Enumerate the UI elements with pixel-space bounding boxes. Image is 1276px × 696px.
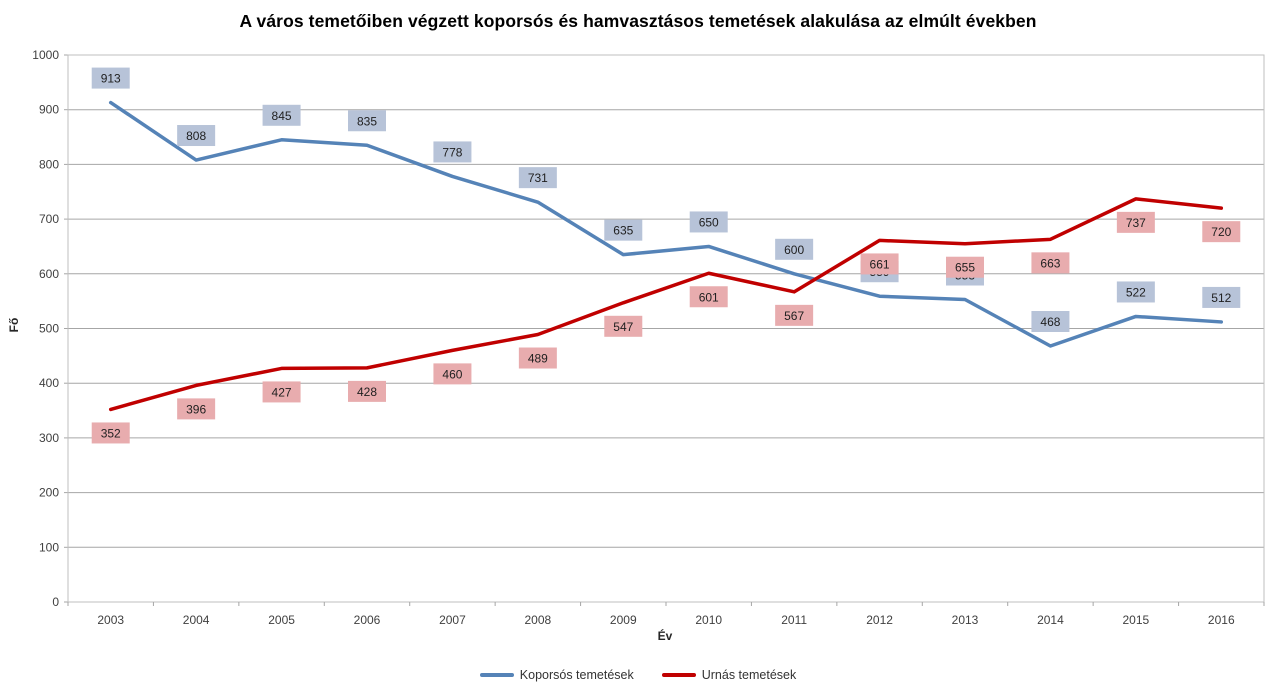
chart-title: A város temetőiben végzett koporsós és h…	[239, 11, 1037, 31]
data-label-box-1-2005	[262, 381, 301, 403]
data-label-box-1-2015	[1116, 211, 1155, 233]
y-tick-label-0: 0	[52, 595, 59, 609]
data-label-box-1-2011	[775, 304, 814, 326]
legend-label-koporsos: Koporsós temetések	[519, 668, 634, 682]
data-label-0-2004: 808	[186, 129, 206, 143]
data-label-box-1-2003	[91, 422, 130, 444]
data-label-0-2010: 650	[699, 215, 719, 229]
data-label-0-2006: 835	[357, 114, 377, 128]
x-tick-label-2012: 2012	[866, 613, 893, 627]
y-tick-label-1000: 1000	[32, 48, 59, 62]
y-tick-label-900: 900	[39, 103, 59, 117]
data-label-1-2003: 352	[101, 426, 121, 440]
legend-item-urnas: Urnás temetések	[661, 668, 797, 682]
legend-label-urnas: Urnás temetések	[701, 668, 797, 682]
data-label-1-2014: 663	[1040, 256, 1060, 270]
y-tick-label-400: 400	[39, 376, 59, 390]
data-label-0-2005: 845	[272, 109, 292, 123]
data-label-1-2008: 489	[528, 352, 548, 366]
x-tick-label-2006: 2006	[354, 613, 381, 627]
data-label-0-2011: 600	[784, 243, 804, 257]
data-label-1-2010: 601	[699, 290, 719, 304]
x-tick-label-2016: 2016	[1208, 613, 1235, 627]
x-axis-title: Év	[657, 629, 673, 643]
data-label-box-0-2005	[262, 104, 301, 126]
y-tick-label-600: 600	[39, 267, 59, 281]
data-label-0-2014: 468	[1040, 315, 1060, 329]
data-label-box-0-2007	[433, 141, 472, 163]
data-label-box-1-2008	[518, 347, 557, 369]
data-label-1-2013: 655	[955, 261, 975, 275]
legend-item-koporsos: Koporsós temetések	[479, 668, 634, 682]
y-tick-label-100: 100	[39, 540, 59, 554]
data-label-box-0-2003	[91, 67, 130, 89]
legend: Koporsós temetések Urnás temetések	[0, 668, 1276, 682]
data-label-box-1-2010	[689, 286, 728, 308]
x-tick-label-2009: 2009	[610, 613, 637, 627]
x-tick-label-2007: 2007	[439, 613, 466, 627]
series-line-1	[108, 197, 1224, 412]
data-label-0-2003: 913	[101, 72, 121, 86]
series-line-0	[108, 100, 1224, 348]
data-label-1-2007: 460	[442, 367, 462, 381]
data-label-1-2005: 427	[272, 385, 292, 399]
data-label-1-2004: 396	[186, 402, 206, 416]
legend-line-swatch-red	[661, 673, 696, 677]
data-label-box-0-2008	[518, 167, 557, 189]
data-label-box-1-2004	[177, 398, 216, 420]
y-tick-label-500: 500	[39, 322, 59, 336]
data-label-box-0-2014	[1031, 311, 1070, 333]
x-tick-label-2005: 2005	[268, 613, 295, 627]
x-tick-label-2011: 2011	[781, 613, 807, 627]
data-label-1-2009: 547	[613, 320, 633, 334]
data-label-box-1-2016	[1202, 221, 1241, 243]
data-label-box-1-2007	[433, 363, 472, 385]
data-label-0-2007: 778	[442, 145, 462, 159]
data-label-box-0-2009	[604, 219, 643, 241]
data-label-1-2011: 567	[784, 309, 804, 323]
data-label-box-1-2014	[1031, 252, 1070, 274]
x-tick-label-2008: 2008	[525, 613, 552, 627]
data-label-0-2008: 731	[528, 171, 548, 185]
data-label-0-2009: 635	[613, 224, 633, 238]
data-label-box-0-2016	[1202, 286, 1241, 308]
x-tick-label-2004: 2004	[183, 613, 210, 627]
data-label-box-1-2013	[946, 256, 984, 278]
x-tick-label-2014: 2014	[1037, 613, 1064, 627]
data-label-box-0-2011	[775, 238, 814, 260]
data-label-box-0-2015	[1116, 281, 1155, 303]
x-tick-label-2010: 2010	[695, 613, 722, 627]
y-tick-label-300: 300	[39, 431, 59, 445]
data-label-box-0-2006	[348, 110, 386, 132]
data-label-box-1-2009	[604, 315, 643, 337]
data-label-box-0-2010	[689, 211, 728, 233]
data-label-box-1-2006	[348, 380, 386, 402]
data-label-1-2006: 428	[357, 385, 377, 399]
y-tick-label-200: 200	[39, 486, 59, 500]
legend-line-swatch-blue	[479, 673, 514, 677]
plot-area: 0 100 200 300 400 500 600 700 800 900 1000 2003 2004…	[32, 48, 1265, 627]
data-label-box-0-2004	[177, 125, 216, 147]
data-label-0-2015: 522	[1126, 285, 1146, 299]
x-tick-label-2013: 2013	[952, 613, 979, 627]
x-tick-label-2015: 2015	[1123, 613, 1150, 627]
y-axis-title: Fő	[7, 317, 21, 333]
y-tick-label-800: 800	[39, 157, 59, 171]
y-tick-label-700: 700	[39, 212, 59, 226]
data-label-1-2012: 661	[870, 257, 890, 271]
data-label-box-1-2012	[860, 253, 899, 275]
data-label-1-2015: 737	[1126, 216, 1146, 230]
x-tick-label-2003: 2003	[97, 613, 124, 627]
data-label-1-2016: 720	[1211, 225, 1231, 239]
data-label-0-2016: 512	[1211, 291, 1231, 305]
